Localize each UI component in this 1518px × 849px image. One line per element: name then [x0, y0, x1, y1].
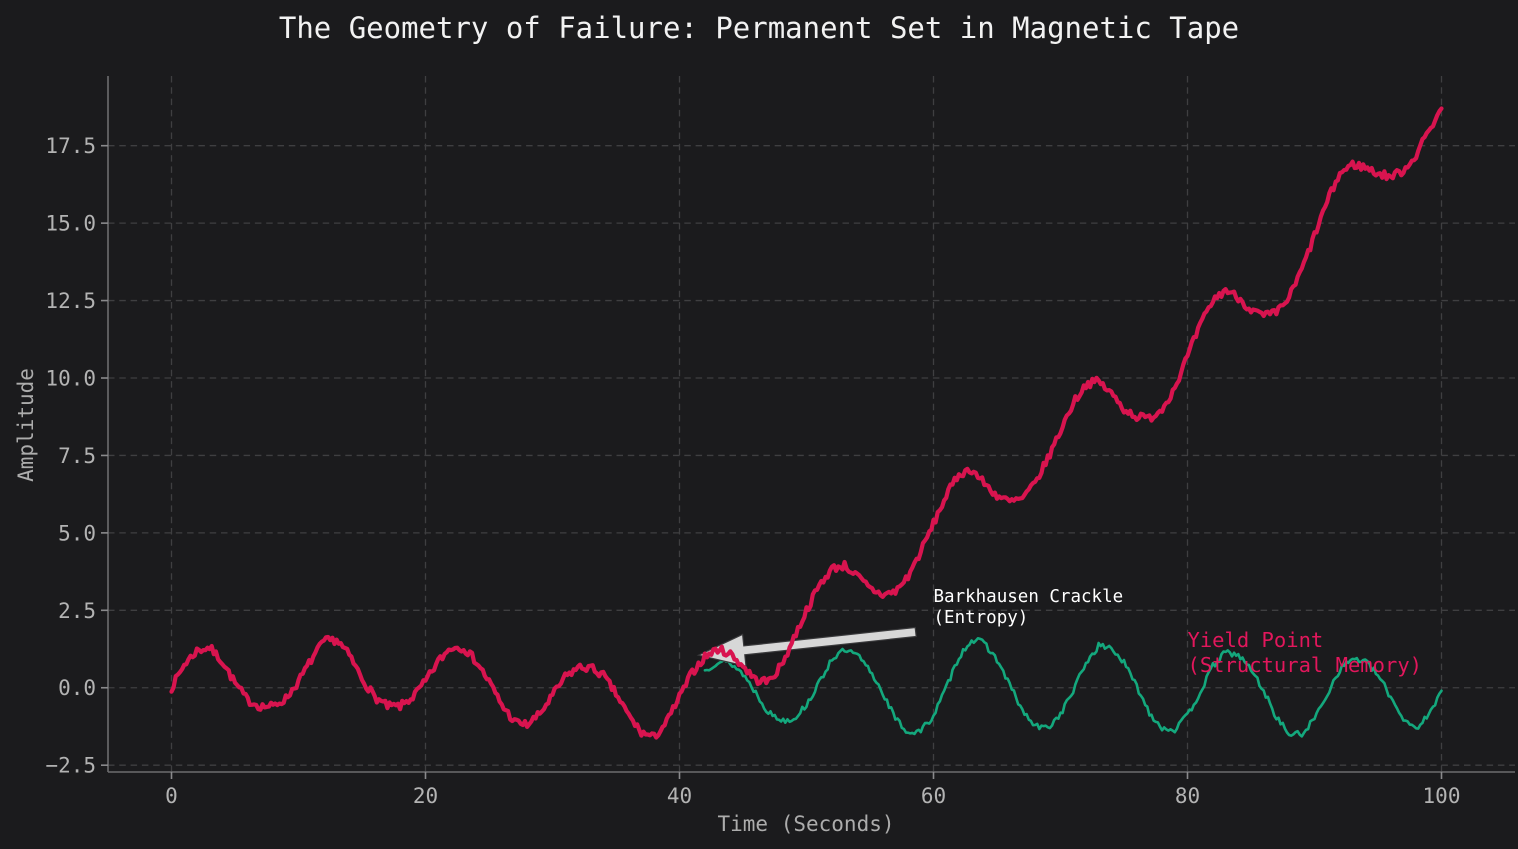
y-tick-label: 17.5 [45, 134, 96, 158]
y-tick-label: 0.0 [58, 676, 96, 700]
annotation-barkhausen-line2: (Entropy) [933, 608, 1029, 629]
annotation-arrow [696, 626, 917, 667]
chart-title: The Geometry of Failure: Permanent Set i… [278, 11, 1240, 45]
x-axis-label: Time (Seconds) [717, 812, 895, 836]
y-tick-label: −2.5 [45, 754, 96, 778]
annotation-barkhausen-crackle: Barkhausen Crackle (Entropy) [934, 587, 1124, 629]
annotation-yield-line1: Yield Point [1187, 628, 1324, 653]
y-axis-label: Amplitude [14, 368, 38, 482]
annotation-yield-line2: (Structural Memory) [1187, 653, 1423, 678]
x-tick-label: 100 [1423, 784, 1461, 808]
x-tick-label: 20 [413, 784, 438, 808]
y-tick-label: 10.0 [45, 367, 96, 391]
y-tick-label: 15.0 [45, 212, 96, 236]
x-tick-label: 60 [921, 784, 946, 808]
series-line-teal-oscillation [703, 636, 1443, 738]
y-tick-label: 2.5 [58, 599, 96, 623]
y-tick-label: 5.0 [58, 521, 96, 545]
y-tick-label: 7.5 [58, 444, 96, 468]
x-tick-label: 80 [1175, 784, 1200, 808]
annotation-barkhausen-line1: Barkhausen Crackle [933, 587, 1124, 608]
annotation-yield-point: Yield Point (Structural Memory) [1188, 628, 1423, 678]
x-tick-label: 0 [165, 784, 178, 808]
x-tick-label: 40 [667, 784, 692, 808]
y-tick-label: 12.5 [45, 289, 96, 313]
series-line-crimson-permanent-set [169, 106, 1444, 740]
